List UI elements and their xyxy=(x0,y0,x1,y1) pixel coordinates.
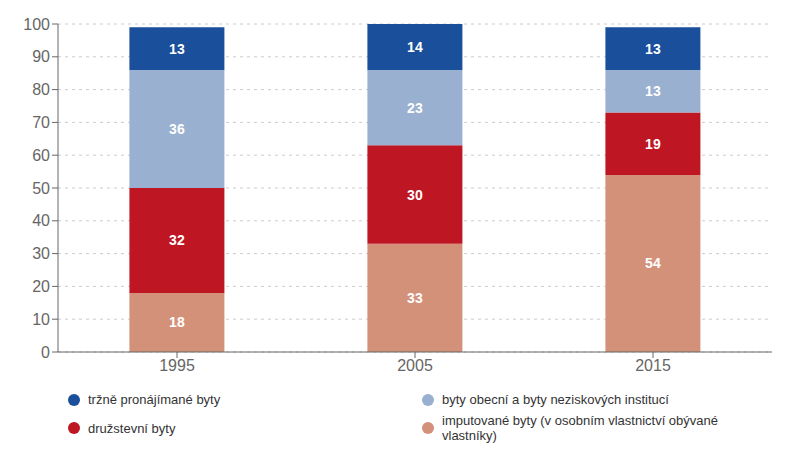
svg-text:13: 13 xyxy=(645,83,661,99)
svg-text:18: 18 xyxy=(169,314,185,330)
svg-text:30: 30 xyxy=(32,245,50,262)
svg-text:100: 100 xyxy=(23,16,50,33)
svg-text:54: 54 xyxy=(645,255,661,271)
svg-text:40: 40 xyxy=(32,212,50,229)
svg-text:20: 20 xyxy=(32,278,50,295)
html-text:družstevní byty: družstevní byty xyxy=(88,420,176,436)
svg-text:32: 32 xyxy=(169,232,185,248)
svg-text:80: 80 xyxy=(32,81,50,98)
svg-text:10: 10 xyxy=(32,311,50,328)
svg-text:1995: 1995 xyxy=(159,357,195,374)
svg-text:13: 13 xyxy=(645,41,661,57)
svg-text:90: 90 xyxy=(32,48,50,65)
svg-text:23: 23 xyxy=(407,100,423,116)
svg-text:33: 33 xyxy=(407,290,423,306)
svg-text:60: 60 xyxy=(32,147,50,164)
svg-text:13: 13 xyxy=(169,41,185,57)
svg-text:36: 36 xyxy=(169,121,185,137)
svg-text:14: 14 xyxy=(407,39,423,55)
svg-text:2015: 2015 xyxy=(635,357,671,374)
html-text:byty obecní a byty neziskových: byty obecní a byty neziskových institucí xyxy=(442,392,669,407)
svg-text:50: 50 xyxy=(32,180,50,197)
svg-text:0: 0 xyxy=(41,344,50,361)
svg-text:30: 30 xyxy=(407,187,423,203)
svg-text:2005: 2005 xyxy=(397,357,433,374)
svg-text:70: 70 xyxy=(32,114,50,131)
svg-text:19: 19 xyxy=(645,136,661,152)
html-text:tržně pronájímané byty: tržně pronájímané byty xyxy=(88,392,221,407)
html-text:imputované byty (v osobním vla: imputované byty (v osobním vlastnictví o… xyxy=(442,413,718,443)
